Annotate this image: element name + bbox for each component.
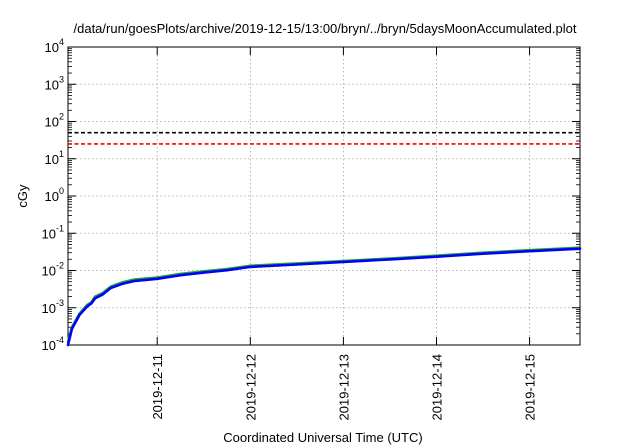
series-lines <box>66 246 582 347</box>
series-line <box>66 247 582 347</box>
threshold-lines <box>68 131 580 145</box>
x-tick-label: 2019-12-14 <box>429 354 444 421</box>
y-tick-label: 103 <box>45 74 64 92</box>
x-axis-label: Coordinated Universal Time (UTC) <box>223 430 422 445</box>
x-tick-labels: 2019-12-11 2019-12-12 2019-12-13 2019-12-14… <box>150 354 537 421</box>
axis-ticks <box>68 46 580 346</box>
x-tick-label: 2019-12-11 <box>150 354 165 420</box>
x-tick-label: 2019-12-15 <box>523 354 538 421</box>
y-tick-label: 10-2 <box>42 261 64 279</box>
y-tick-label: 101 <box>45 149 64 167</box>
y-tick-label: 10-4 <box>42 335 64 353</box>
y-tick-label: 10-1 <box>42 223 64 241</box>
grid <box>68 47 580 345</box>
y-tick-label: 104 <box>45 37 64 55</box>
x-tick-label: 2019-12-13 <box>336 354 351 421</box>
y-tick-label: 100 <box>45 186 64 204</box>
y-tick-label: 102 <box>45 112 64 130</box>
x-tick-label: 2019-12-12 <box>243 354 258 421</box>
chart-title: /data/run/goesPlots/archive/2019-12-15/1… <box>74 21 577 36</box>
y-tick-label: 10-3 <box>42 298 64 316</box>
y-axis-label: cGy <box>15 184 30 208</box>
y-tick-labels: 10-4 10-3 10-2 10-1 100 101 102 103 104 <box>42 37 64 353</box>
